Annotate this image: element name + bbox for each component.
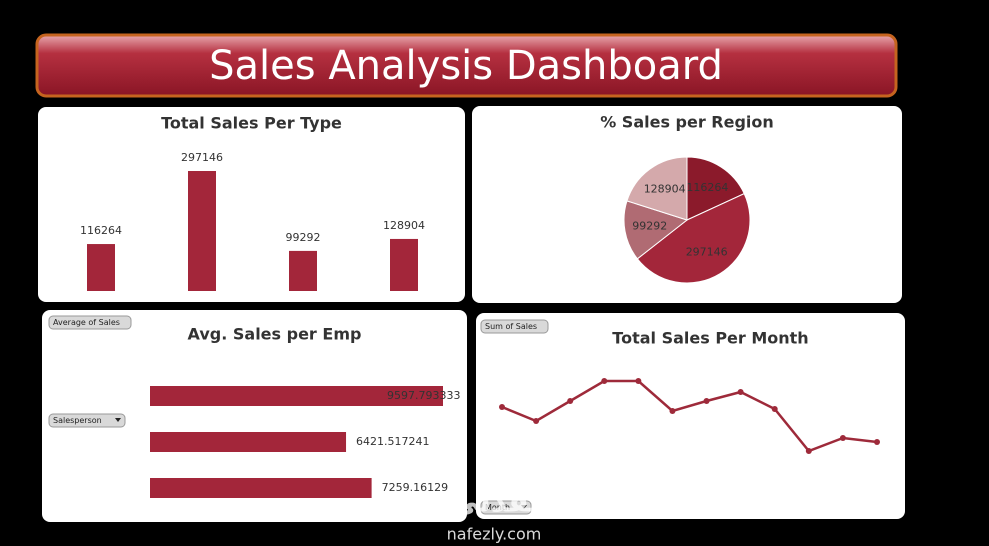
field-button[interactable] [48, 413, 126, 428]
bar [87, 244, 115, 291]
value-label: 7259.16129 [382, 481, 448, 494]
value-label: 6421.517241 [356, 435, 429, 448]
chart-title: Total Sales Per Type [161, 114, 342, 133]
bar [289, 250, 317, 291]
dropdown-arrow [115, 418, 121, 422]
point [533, 418, 540, 424]
point [874, 439, 880, 445]
point [703, 398, 710, 404]
point [499, 404, 505, 410]
point [567, 398, 574, 404]
point [805, 448, 812, 454]
value-label: 99292 [632, 220, 667, 233]
field-button-label: Month [485, 503, 510, 512]
chart-title: Avg. Sales per Emp [188, 325, 362, 344]
field-button[interactable] [48, 315, 132, 330]
value-label: 116264 [80, 224, 122, 237]
bar [150, 386, 443, 406]
pie-slice [686, 156, 745, 221]
point [601, 378, 608, 384]
chart-title: Total Sales Per Month [612, 329, 808, 348]
panel [476, 313, 905, 519]
bar [150, 478, 372, 498]
watermark-arabic: نفذلي [449, 485, 541, 520]
line-series [501, 379, 878, 453]
bar [390, 238, 418, 291]
field-button[interactable] [480, 319, 549, 334]
bar [150, 432, 347, 452]
watermark-site: nafezly.com [447, 525, 542, 544]
dashboard-title: Sales Analysis Dashboard [209, 43, 723, 89]
field-button-label: Salesperson [53, 416, 102, 425]
chart-title: % Sales per Region [600, 113, 774, 132]
value-label: 9597.793333 [387, 389, 460, 402]
value-label: 297146 [686, 245, 728, 258]
panel [42, 310, 467, 522]
header-bar [35, 33, 898, 98]
value-label: 99292 [286, 231, 321, 244]
point [669, 408, 676, 414]
bar [188, 171, 216, 291]
value-label: 128904 [644, 182, 686, 195]
field-button-label: Sum of Sales [485, 322, 537, 331]
dropdown-arrow [521, 505, 527, 509]
point [839, 435, 846, 441]
value-label: 128904 [383, 219, 425, 232]
value-label: 116264 [686, 181, 728, 194]
field-button-label: Average of Sales [53, 318, 120, 327]
point [737, 389, 744, 395]
point [771, 406, 778, 412]
field-button[interactable] [480, 500, 532, 515]
pie-slice [626, 156, 688, 221]
pie-slice [636, 192, 751, 284]
value-label: 297146 [181, 151, 223, 164]
point [635, 378, 642, 384]
panel [38, 107, 465, 302]
